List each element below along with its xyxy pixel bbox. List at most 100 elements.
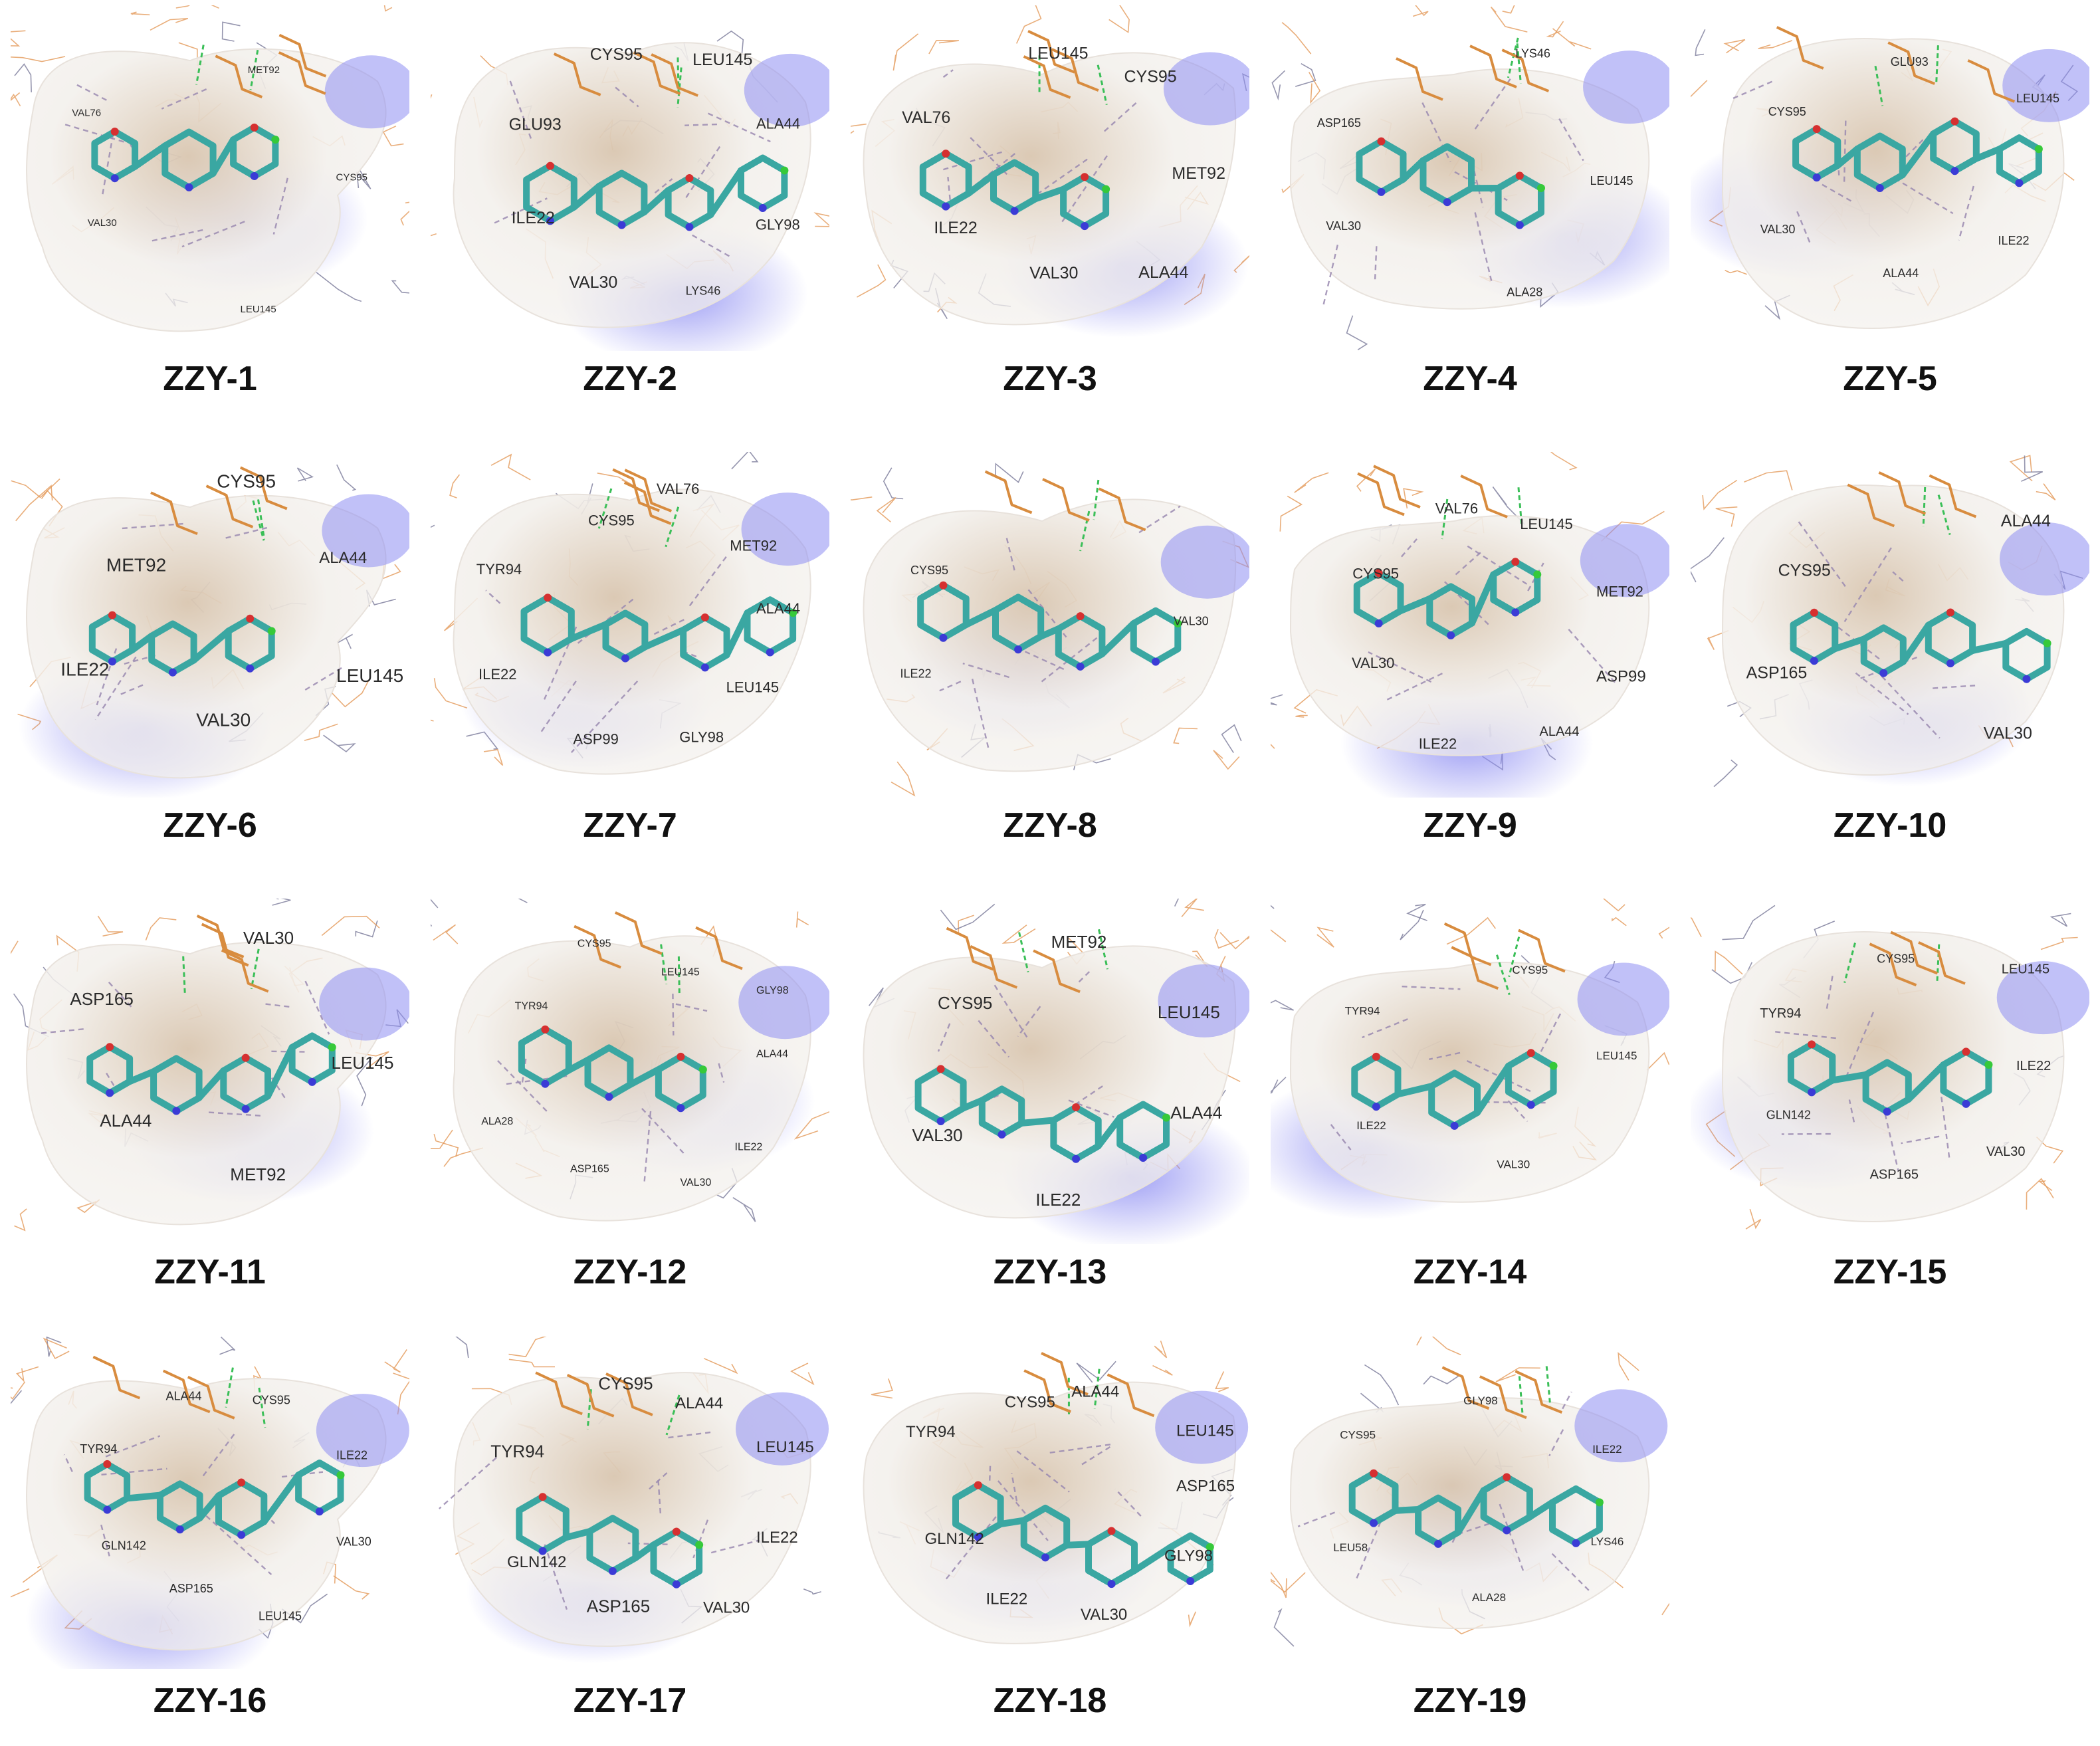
- docking-pose-image: VAL76 LEU145 CYS95 MET92 ALA44 VAL30 ILE22: [851, 5, 1249, 351]
- surface-blue-lobe: [1163, 52, 1249, 126]
- residue-labels: TYR94 CYS95 ALA44 LEU145 ILE22 VAL30 ASP165 GLN…: [490, 1374, 814, 1617]
- docking-pose-image: TYR94 CYS95 LEU145 GLY98 ALA44 ILE22 VAL30 ASP1…: [431, 899, 829, 1244]
- docking-pose-svg: GLU93 CYS95 LEU145 ALA44 GLY98 LYS46 VAL30 ILE2…: [431, 30, 829, 351]
- residue-labels: TYR94 CYS95 LEU145 VAL30 ILE22: [1345, 964, 1637, 1171]
- residue-label-cys95: CYS95: [938, 993, 992, 1013]
- residue-label-ala44: ALA44: [675, 1394, 723, 1412]
- residue-label-cys95: CYS95: [1877, 952, 1915, 965]
- residue-label-cys95: CYS95: [253, 1394, 290, 1407]
- protein-surface: [26, 494, 387, 779]
- panel-zzy-9: CYS95 VAL76 LEU145 MET92 ASP99 ALA44 ILE22 VAL3…: [1260, 447, 1680, 893]
- residue-sticks: [1869, 930, 1966, 987]
- compound-label: ZZY-7: [583, 806, 677, 845]
- residue-label-ile22: ILE22: [1419, 736, 1457, 752]
- surface-blue-lobe: [738, 966, 829, 1039]
- residue-sticks: [984, 470, 1146, 532]
- residue-labels: GLU93 CYS95 LEU145 ALA44 GLY98 LYS46 VAL30 ILE2…: [509, 45, 800, 298]
- compound-label: ZZY-16: [153, 1682, 267, 1720]
- compound-label: ZZY-17: [573, 1682, 687, 1720]
- residue-label-leu145: LEU145: [692, 51, 752, 69]
- residue-label-cys95: CYS95: [1778, 562, 1831, 580]
- docking-pose-svg: TYR94 CYS95 ALA44 LEU145 ILE22 VAL30 ASP165 GLN…: [439, 1337, 829, 1664]
- surface-blue-lobe: [1583, 51, 1669, 124]
- residue-label-tyr94: TYR94: [476, 561, 522, 578]
- residue-label-ile22: ILE22: [934, 219, 977, 237]
- residue-label-asp165: ASP165: [1317, 116, 1361, 130]
- residue-labels: MET92 CYS95 ALA44 LEU145 VAL30 ILE22: [60, 471, 403, 730]
- docking-pose-svg: VAL76 LEU145 CYS95 MET92 ALA44 VAL30 ILE22: [851, 5, 1249, 338]
- residue-label-val76: VAL76: [902, 108, 950, 127]
- docking-pose-svg: ASP165 VAL30 LEU145 MET92 ALA44: [11, 899, 409, 1232]
- residue-label-cys95: CYS95: [1512, 964, 1548, 976]
- residue-label-ala44: ALA44: [756, 116, 800, 132]
- residue-label-gln142: GLN142: [102, 1539, 146, 1553]
- ligand: [1790, 608, 2051, 683]
- ligand: [917, 581, 1182, 671]
- residue-sticks: [150, 466, 288, 536]
- residue-label-val30: VAL30: [1497, 1158, 1530, 1171]
- docking-pose-svg: CYS95 GLU93 LEU145 ILE22 ALA44 VAL30: [1691, 26, 2089, 329]
- residue-label-leu145: LEU145: [332, 1053, 394, 1073]
- residue-label-val30: VAL30: [681, 1177, 712, 1188]
- docking-pose-image: ASP165 VAL30 LEU145 MET92 ALA44: [11, 899, 409, 1244]
- residue-label-val30: VAL30: [1029, 264, 1078, 282]
- surface-blue-lobe: [1160, 525, 1249, 599]
- compound-label: ZZY-18: [993, 1682, 1107, 1720]
- docking-pose-svg: TYR94 CYS95 ALA44 LEU145 ASP165 GLY98 VAL30 ILE…: [863, 1341, 1249, 1644]
- residue-label-gly98: GLY98: [1164, 1547, 1213, 1565]
- residue-label-leu145: LEU145: [1176, 1422, 1234, 1440]
- residue-label-tyr94: TYR94: [1345, 1004, 1380, 1017]
- docking-pose-svg: CYS95 VAL30 ILE22: [851, 463, 1249, 797]
- residue-sticks: [1396, 45, 1550, 101]
- residue-label-val30: VAL30: [912, 1125, 963, 1145]
- compound-label: ZZY-12: [573, 1253, 687, 1291]
- residue-label-ala44: ALA44: [2001, 512, 2051, 530]
- residue-label-tyr94: TYR94: [80, 1442, 117, 1456]
- residue-label-ala44: ALA44: [1170, 1103, 1222, 1123]
- residue-label-ile22: ILE22: [1592, 1443, 1622, 1456]
- docking-pose-image: TYR94 CYS95 ALA44 LEU145 ASP165 GLY98 VAL30 ILE…: [851, 1337, 1249, 1669]
- ligand: [952, 1481, 1214, 1588]
- surface-blue-lobe: [1574, 1389, 1668, 1463]
- residue-label-leu145: LEU145: [1596, 1049, 1637, 1062]
- compound-label: ZZY-13: [993, 1253, 1107, 1291]
- residue-sticks: [1441, 1366, 1563, 1419]
- residue-label-cys95: CYS95: [1340, 1428, 1376, 1441]
- docking-pose-svg: CYS95 VAL76 LEU145 MET92 ASP99 ALA44 ILE22 VAL3…: [1271, 452, 1669, 798]
- residue-label-ile22: ILE22: [2016, 1059, 2051, 1073]
- residue-label-ile22: ILE22: [60, 659, 109, 680]
- panel-zzy-5: CYS95 GLU93 LEU145 ILE22 ALA44 VAL30 ZZY-5: [1680, 0, 2100, 447]
- residue-label-ala44: ALA44: [756, 600, 800, 617]
- residue-sticks: [574, 911, 743, 970]
- surface-blue-lobe: [736, 1392, 829, 1466]
- protein-surface: [26, 48, 387, 332]
- ligand: [84, 1460, 345, 1539]
- protein-surface: [26, 941, 387, 1226]
- protein-surface: [453, 1372, 811, 1647]
- residue-sticks: [946, 927, 1081, 994]
- residue-label-leu145: LEU145: [1520, 516, 1573, 532]
- residue-label-ala44: ALA44: [1540, 724, 1580, 739]
- residue-label-ala44: ALA44: [756, 1048, 788, 1059]
- residue-label-cys95: CYS95: [217, 471, 276, 491]
- docking-pose-image: ASP165 LYS46 LEU145 ALA28 VAL30: [1271, 5, 1669, 351]
- panel-zzy-17: TYR94 CYS95 ALA44 LEU145 ILE22 VAL30 ASP165 GLN…: [420, 1330, 840, 1746]
- panel-zzy-1: VAL76 MET92 CYS95 LEU145 VAL30 ZZY-1: [0, 0, 420, 447]
- residue-label-ala44: ALA44: [1071, 1382, 1119, 1400]
- ligand: [914, 1065, 1171, 1163]
- docking-pose-image: CYS95 GLU93 LEU145 ILE22 ALA44 VAL30: [1691, 5, 2089, 351]
- compound-label: ZZY-10: [1833, 806, 1947, 845]
- residue-label-cys95: CYS95: [910, 564, 948, 577]
- residue-sticks: [535, 1371, 653, 1418]
- residue-label-lys46: LYS46: [1515, 47, 1550, 60]
- panel-zzy-12: TYR94 CYS95 LEU145 GLY98 ALA44 ILE22 VAL30 ASP1…: [420, 893, 840, 1330]
- residue-sticks: [1023, 1352, 1155, 1418]
- surface-blue-lobe: [322, 494, 409, 568]
- residue-label-leu145: LEU145: [1590, 174, 1633, 187]
- docking-pose-image: TYR94 CYS95 ALA44 LEU145 ILE22 VAL30 ASP165 GLN…: [431, 1337, 829, 1669]
- compound-label: ZZY-3: [1003, 360, 1097, 398]
- residue-labels: TYR94 ALA44 CYS95 ILE22 VAL30 LEU145 ASP165 GLN…: [80, 1389, 371, 1622]
- ligand: [516, 1493, 704, 1588]
- panel-zzy-15: TYR94 CYS95 LEU145 ILE22 VAL30 ASP165 GLN142 ZZ…: [1680, 893, 2100, 1330]
- compound-label: ZZY-11: [154, 1253, 266, 1291]
